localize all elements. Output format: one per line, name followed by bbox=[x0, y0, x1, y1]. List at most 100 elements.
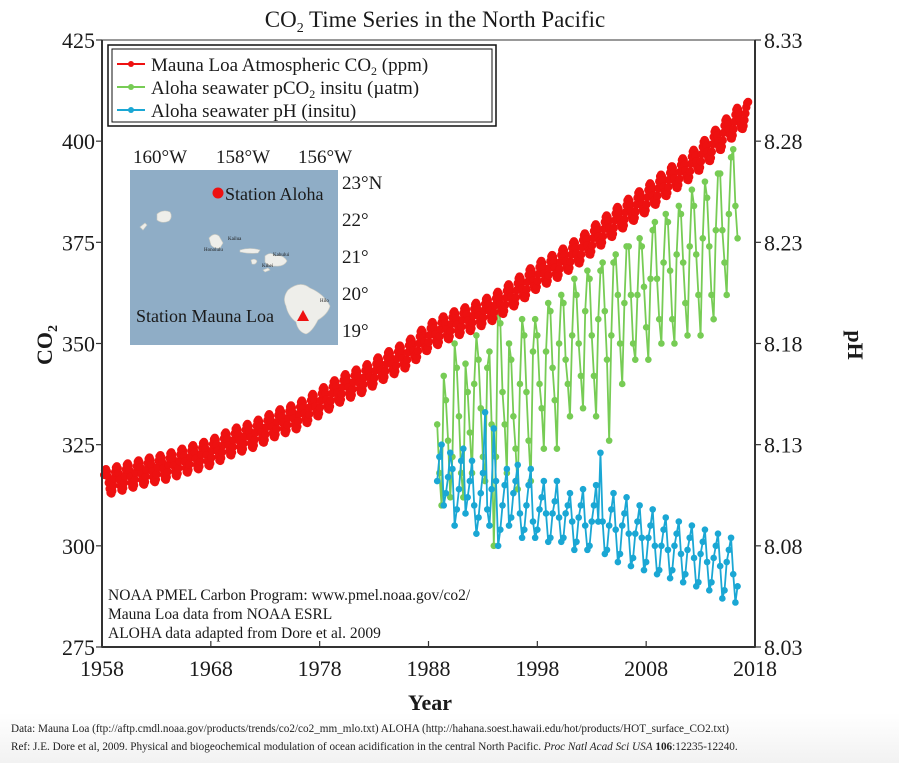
aloha-pco2-point bbox=[719, 226, 726, 234]
y-right-tick-label: 8.33 bbox=[764, 28, 803, 53]
mauna-loa-point bbox=[190, 448, 200, 457]
mauna-loa-point bbox=[479, 313, 488, 322]
aloha-ph-point bbox=[705, 587, 713, 594]
aloha-ph-point bbox=[457, 457, 465, 465]
mauna-loa-point bbox=[392, 361, 401, 370]
aloha-ph-point bbox=[640, 566, 648, 574]
mauna-loa-point bbox=[277, 412, 287, 421]
mauna-loa-point bbox=[359, 380, 368, 389]
mauna-loa-point bbox=[130, 475, 140, 484]
y-left-tick-label: 400 bbox=[62, 129, 95, 154]
mauna-loa-point bbox=[381, 367, 390, 376]
aloha-pco2-point bbox=[588, 332, 596, 339]
aloha-ph-point bbox=[721, 587, 728, 594]
mauna-loa-point bbox=[533, 276, 542, 286]
aloha-ph-point bbox=[703, 558, 711, 566]
aloha-ph-point bbox=[708, 578, 715, 586]
aloha-pco2-point bbox=[451, 340, 458, 347]
island-lanai bbox=[250, 258, 258, 265]
aloha-pco2-point bbox=[684, 332, 691, 339]
x-tick-label: 2018 bbox=[733, 656, 777, 681]
x-tick-label: 1978 bbox=[298, 656, 342, 681]
footer-ref-text: Ref: J.E. Dore et al, 2009. Physical and… bbox=[11, 741, 544, 753]
mauna-loa-point bbox=[196, 456, 205, 466]
island-niihau bbox=[139, 222, 148, 231]
aloha-pco2-point bbox=[660, 259, 667, 266]
legend-label-mauna-loa: Mauna Loa Atmospheric CO2 (ppm) bbox=[151, 55, 428, 78]
mauna-loa-point bbox=[288, 408, 298, 417]
mauna-loa-point bbox=[674, 174, 684, 184]
aloha-pco2-point bbox=[453, 364, 461, 372]
mauna-loa-point bbox=[125, 466, 134, 475]
map-lon-label-156w: 156°W bbox=[298, 147, 352, 168]
aloha-pco2-point bbox=[716, 170, 724, 177]
y-left-tick-label: 425 bbox=[62, 28, 95, 53]
aloha-ph-point bbox=[501, 481, 508, 489]
aloha-ph-point bbox=[642, 558, 650, 566]
aloha-ph-point bbox=[695, 578, 702, 586]
aloha-ph-point bbox=[505, 522, 513, 529]
aloha-ph-point bbox=[477, 489, 485, 497]
aloha-ph-point bbox=[627, 562, 635, 570]
aloha-ph-point bbox=[586, 542, 593, 550]
aloha-pco2-point bbox=[536, 380, 543, 388]
aloha-pco2-point bbox=[618, 380, 626, 388]
aloha-ph-point bbox=[631, 530, 639, 537]
aloha-ph-point bbox=[481, 408, 489, 416]
aloha-pco2-point bbox=[699, 234, 707, 242]
station-mauna-loa-marker bbox=[297, 310, 309, 321]
aloha-pco2-point bbox=[673, 251, 680, 258]
aloha-pco2-point bbox=[636, 234, 643, 242]
aloha-pco2-point bbox=[577, 372, 585, 380]
aloha-ph-point bbox=[566, 489, 574, 497]
aloha-ph-point bbox=[651, 542, 659, 550]
aloha-ph-point bbox=[697, 550, 704, 558]
mauna-loa-point bbox=[451, 314, 461, 323]
mauna-loa-point bbox=[206, 453, 216, 463]
aloha-ph-point bbox=[616, 550, 624, 558]
x-axis-label: Year bbox=[408, 690, 452, 713]
legend-marker-green bbox=[128, 84, 134, 90]
aloha-ph-point bbox=[497, 526, 504, 533]
aloha-pco2-point bbox=[658, 340, 665, 347]
aloha-ph-point bbox=[523, 502, 530, 509]
mauna-loa-point bbox=[179, 451, 189, 460]
aloha-pco2-point bbox=[592, 413, 600, 420]
aloha-ph-point bbox=[562, 510, 569, 517]
mauna-loa-point bbox=[119, 478, 129, 487]
aloha-pco2-point bbox=[542, 348, 550, 355]
aloha-ph-point bbox=[518, 534, 526, 542]
legend-item-mauna-loa: Mauna Loa Atmospheric CO2 (ppm) bbox=[117, 55, 428, 78]
series-aloha-ph bbox=[433, 408, 741, 606]
aloha-ph-point bbox=[636, 502, 643, 509]
aloha-pco2-point bbox=[575, 340, 582, 347]
aloha-pco2-point bbox=[610, 259, 617, 266]
series-aloha-pco2 bbox=[433, 145, 741, 550]
y-right-tick-label: 8.03 bbox=[764, 635, 803, 660]
series-mauna-loa-co2 bbox=[99, 97, 753, 498]
mauna-loa-point bbox=[446, 326, 455, 336]
aloha-pco2-point bbox=[627, 291, 635, 299]
aloha-pco2-point bbox=[605, 437, 613, 444]
aloha-ph-point bbox=[668, 566, 676, 574]
aloha-pco2-point bbox=[473, 332, 480, 339]
aloha-pco2-point bbox=[638, 243, 646, 250]
aloha-pco2-point bbox=[664, 218, 672, 226]
aloha-pco2-point bbox=[651, 218, 659, 226]
aloha-ph-point bbox=[549, 510, 556, 517]
mauna-loa-point bbox=[587, 241, 597, 250]
aloha-pco2-point bbox=[601, 307, 609, 315]
aloha-ph-point bbox=[671, 542, 678, 550]
aloha-ph-point bbox=[579, 485, 587, 493]
chart: CO2 Time Series in the North Pacific 195… bbox=[32, 7, 868, 713]
map-label-kailua: Kailua bbox=[228, 237, 242, 242]
y-axis-left-label: CO2 bbox=[32, 325, 61, 365]
aloha-pco2-point bbox=[544, 299, 552, 307]
aloha-ph-point bbox=[470, 502, 478, 509]
aloha-ph-point bbox=[677, 550, 685, 558]
mauna-loa-point bbox=[642, 200, 651, 209]
aloha-ph-point bbox=[719, 595, 726, 602]
aloha-pco2-point bbox=[553, 445, 561, 453]
aloha-ph-point bbox=[629, 554, 637, 562]
y-right-tick-label: 8.13 bbox=[764, 433, 803, 458]
